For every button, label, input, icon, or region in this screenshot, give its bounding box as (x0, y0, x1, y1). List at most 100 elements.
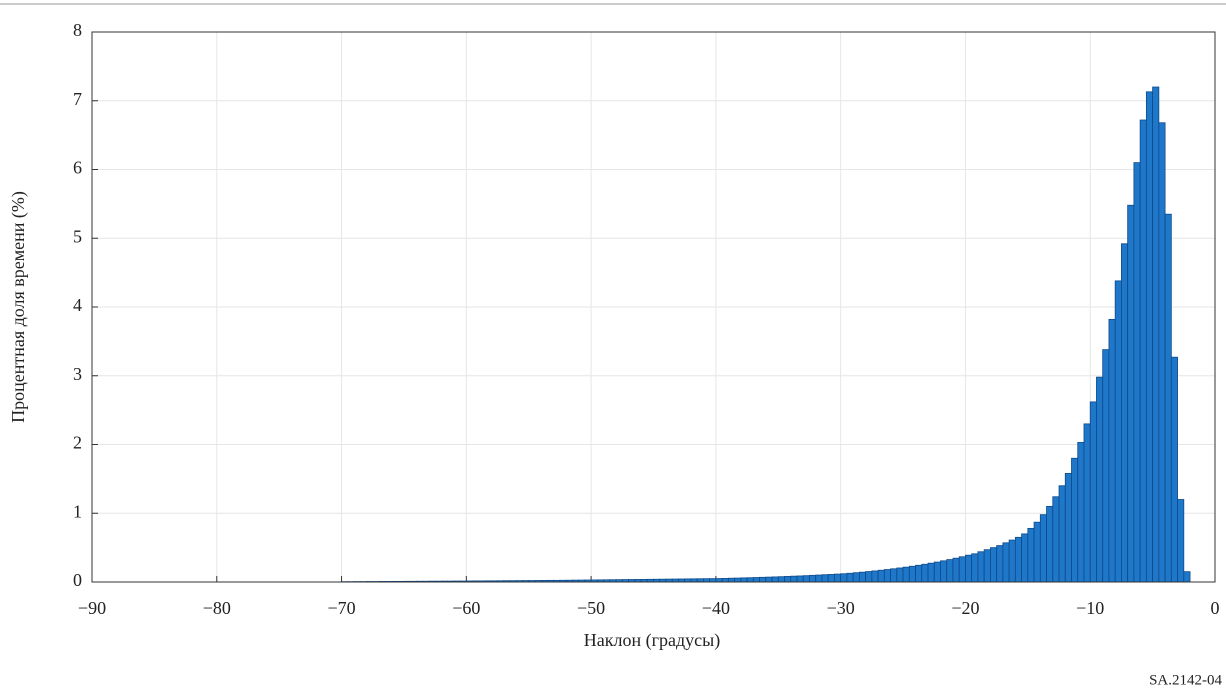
bar (971, 553, 979, 583)
bar (1071, 457, 1079, 583)
bar (790, 575, 798, 583)
bar (877, 569, 885, 583)
bar (908, 565, 916, 583)
bar (858, 571, 867, 583)
bar (1027, 527, 1035, 583)
x-tick-label: −20 (951, 598, 979, 618)
bar (821, 574, 829, 583)
y-tick-label: 7 (73, 89, 82, 109)
bar (952, 557, 960, 583)
bar (1039, 514, 1047, 583)
x-tick-label: −80 (203, 598, 231, 618)
bar (1152, 86, 1160, 583)
bar (1102, 349, 1110, 583)
bar (1008, 539, 1016, 583)
y-tick-label: 3 (73, 364, 82, 384)
bar (1083, 423, 1091, 583)
bar (1114, 280, 1122, 583)
bar (1064, 472, 1072, 583)
bar (1183, 571, 1191, 583)
bar (933, 561, 941, 583)
bar (1139, 119, 1147, 583)
bar (1127, 204, 1135, 583)
bar (846, 572, 854, 583)
bar (809, 574, 817, 583)
bar (890, 568, 898, 583)
y-tick-label: 2 (73, 433, 82, 453)
y-tick-label: 1 (73, 501, 82, 521)
bar (752, 577, 760, 583)
bar (834, 573, 842, 583)
bar (777, 576, 785, 583)
bar (1121, 243, 1129, 583)
x-tick-label: −40 (702, 598, 730, 618)
bar (1158, 122, 1166, 583)
x-tick-label: 0 (1211, 598, 1220, 618)
x-tick-label: −30 (827, 598, 855, 618)
bar (883, 569, 891, 583)
bar (1033, 521, 1041, 583)
bar (1077, 442, 1085, 583)
x-axis-label: Наклон (градусы) (584, 630, 720, 651)
bar (784, 576, 792, 583)
y-tick-label: 0 (73, 570, 82, 590)
bar (865, 571, 873, 583)
bar (1058, 485, 1066, 583)
bar (796, 575, 804, 583)
figure-note: SA.2142-04 (1149, 672, 1222, 688)
bar (921, 563, 929, 583)
bar (927, 562, 935, 583)
bar (721, 578, 729, 583)
bar (1014, 536, 1022, 583)
bar (977, 551, 985, 583)
x-tick-label: −60 (452, 598, 480, 618)
bar (915, 564, 923, 583)
bar (1046, 505, 1054, 583)
bar (940, 560, 948, 583)
bar (746, 577, 754, 583)
bar (902, 566, 910, 583)
bar (827, 574, 835, 583)
bar (965, 554, 973, 583)
y-axis-label: Процентная доля времени (%) (8, 191, 29, 423)
y-tick-label: 8 (73, 20, 82, 40)
y-tick-label: 6 (73, 158, 82, 178)
bar (840, 573, 848, 583)
bar (1170, 356, 1178, 583)
bar (1133, 162, 1141, 583)
bar (740, 577, 748, 583)
bar (871, 570, 879, 583)
bar (990, 547, 998, 583)
bar (771, 576, 779, 583)
bar (896, 567, 904, 583)
bar (715, 578, 723, 583)
bar (1096, 376, 1104, 583)
bar (983, 549, 991, 583)
bar (759, 576, 767, 583)
bar (1177, 499, 1185, 583)
bar (1052, 496, 1060, 583)
y-tick-label: 4 (73, 295, 82, 315)
bar (1164, 213, 1172, 583)
x-tick-label: −10 (1076, 598, 1104, 618)
x-tick-label: −50 (577, 598, 605, 618)
bar (727, 577, 736, 583)
bar (1002, 542, 1010, 583)
bar (996, 545, 1004, 583)
bar (958, 556, 966, 583)
plot-frame (91, 31, 1216, 583)
bar (765, 576, 773, 583)
x-tick-label: −90 (78, 598, 106, 618)
bar (709, 578, 717, 583)
bar (852, 572, 860, 583)
y-tick-label: 5 (73, 226, 82, 246)
bar (802, 575, 810, 583)
bar (946, 559, 954, 583)
bar (734, 577, 742, 583)
bar (1089, 401, 1097, 583)
bar (1108, 318, 1116, 583)
x-tick-label: −70 (327, 598, 355, 618)
bar (1021, 533, 1029, 583)
